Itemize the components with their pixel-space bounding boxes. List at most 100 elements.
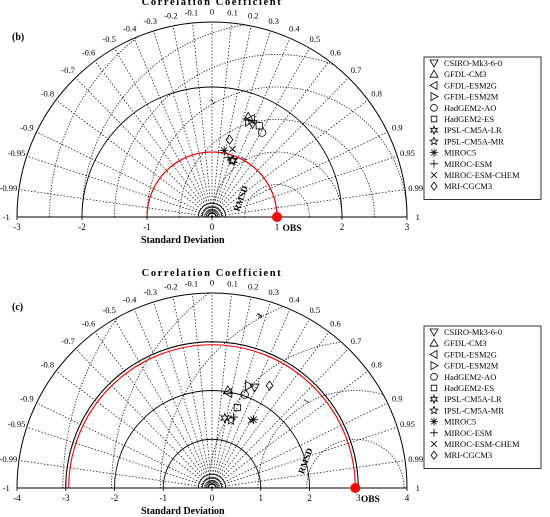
corr-tick-label: 0 [210, 6, 214, 16]
legend-entry: MIROC-ESM [444, 428, 493, 438]
x-tick-label: 2 [340, 222, 345, 232]
legend-marker [430, 372, 438, 381]
corr-tick-label: -0.5 [102, 34, 115, 44]
corr-line [133, 309, 213, 489]
corr-tick-label: -0.1 [185, 7, 198, 17]
corr-line [211, 99, 369, 218]
corr-tick-label: 0.2 [248, 10, 259, 20]
corr-line [192, 22, 213, 218]
center-ring [201, 206, 223, 218]
corr-line [94, 331, 213, 489]
corr-line [26, 426, 213, 489]
legend-entry: HadGEM2-AO [444, 372, 496, 382]
corr-line [75, 77, 213, 218]
legend-marker [430, 115, 438, 123]
rms-tick-label: 2 [207, 97, 217, 105]
rms-arc [306, 438, 405, 488]
legend-box [423, 325, 542, 469]
legend-entry: HadGEM2-AO [444, 103, 496, 113]
x-tick-label: 3 [405, 222, 410, 232]
corr-tick-label: 0.99 [408, 183, 423, 193]
corr-tick-label: -0.5 [102, 305, 115, 315]
rms-arc [244, 184, 310, 217]
model-point [240, 390, 249, 399]
model-point [245, 380, 255, 391]
corr-tick-label: -0.95 [8, 148, 26, 158]
x-tick-label: -3 [62, 493, 70, 503]
model-point [247, 417, 255, 424]
corr-line [36, 402, 213, 489]
corr-tick-label: 0.2 [248, 281, 259, 291]
corr-tick-label: 0.7 [351, 336, 362, 346]
corr-tick-label: -0.6 [82, 318, 95, 328]
chart-title: Correlation Coefficient [142, 0, 283, 8]
corr-line [211, 155, 398, 218]
corr-line [18, 189, 213, 218]
legend-marker [430, 360, 439, 371]
corr-line [211, 331, 330, 489]
legend-marker [429, 125, 439, 136]
model-point [249, 383, 260, 393]
taylor-panel-b: (b)-1-0.99-0.95-0.9-0.8-0.7-0.6-0.5-0.4-… [0, 0, 423, 246]
rms-tick-label: 1 [239, 154, 249, 162]
legend-marker [430, 440, 438, 448]
corr-tick-label: -1 [3, 483, 10, 493]
std-arc [81, 86, 343, 218]
legend-marker [430, 171, 438, 179]
legend-marker [429, 405, 439, 415]
obs-label: OBS [282, 224, 301, 234]
corr-line [55, 99, 213, 218]
legend-box [423, 56, 542, 200]
corr-line [211, 318, 310, 489]
corr-tick-label: -0.8 [41, 360, 54, 370]
corr-line [75, 348, 213, 489]
legend-entry: MRI-CGCM3 [444, 450, 492, 460]
x-tick-label: -2 [111, 493, 119, 503]
x-tick-label: -3 [13, 222, 21, 232]
legend-marker [429, 80, 438, 91]
legend-entry: MIROC-ESM-CHEM [444, 439, 520, 449]
legend-entry: MIROC-ESM-CHEM [444, 170, 520, 180]
corr-line [211, 189, 406, 218]
model-point [228, 412, 238, 422]
corr-tick-label: 0.1 [227, 7, 238, 17]
obs-point [272, 212, 282, 222]
corr-line [172, 25, 213, 218]
model-point [223, 152, 233, 162]
rms-tick-label: 2 [255, 311, 265, 319]
corr-tick-label: 0.6 [330, 318, 341, 328]
std-arc [162, 438, 262, 489]
x-tick-label: 1 [259, 493, 264, 503]
obs-label: OBS [361, 495, 380, 505]
model-point [219, 412, 230, 424]
corr-line [211, 370, 369, 489]
corr-tick-label: 1 [416, 483, 420, 493]
model-point [255, 122, 263, 130]
x-tick-label: -4 [13, 493, 21, 503]
corr-tick-label: -0.4 [123, 294, 137, 304]
obs-point [350, 483, 361, 493]
corr-tick-label: -0.8 [41, 89, 54, 99]
corr-tick-label: -0.99 [0, 183, 17, 193]
model-point [249, 415, 259, 425]
legend-marker [429, 338, 439, 347]
x-axis-label: Standard Deviation [141, 235, 225, 246]
corr-line [211, 25, 252, 218]
legend-entry: MRI-CGCM3 [444, 181, 492, 191]
rms-arc [211, 151, 343, 217]
legend-marker [430, 450, 438, 460]
x-tick-label: 4 [405, 493, 410, 503]
model-point [227, 155, 238, 166]
obs-arc [68, 344, 356, 489]
model-point [247, 120, 258, 130]
panel-label: (c) [12, 302, 23, 313]
corr-tick-label: -0.99 [0, 454, 17, 464]
corr-line [36, 131, 213, 218]
rms-tick-label: 4 [255, 311, 265, 319]
corr-line [211, 22, 232, 218]
corr-tick-label: -0.7 [61, 65, 74, 75]
corr-tick-label: -0.9 [20, 122, 33, 132]
corr-line [18, 460, 213, 489]
x-tick-label: -2 [78, 222, 86, 232]
